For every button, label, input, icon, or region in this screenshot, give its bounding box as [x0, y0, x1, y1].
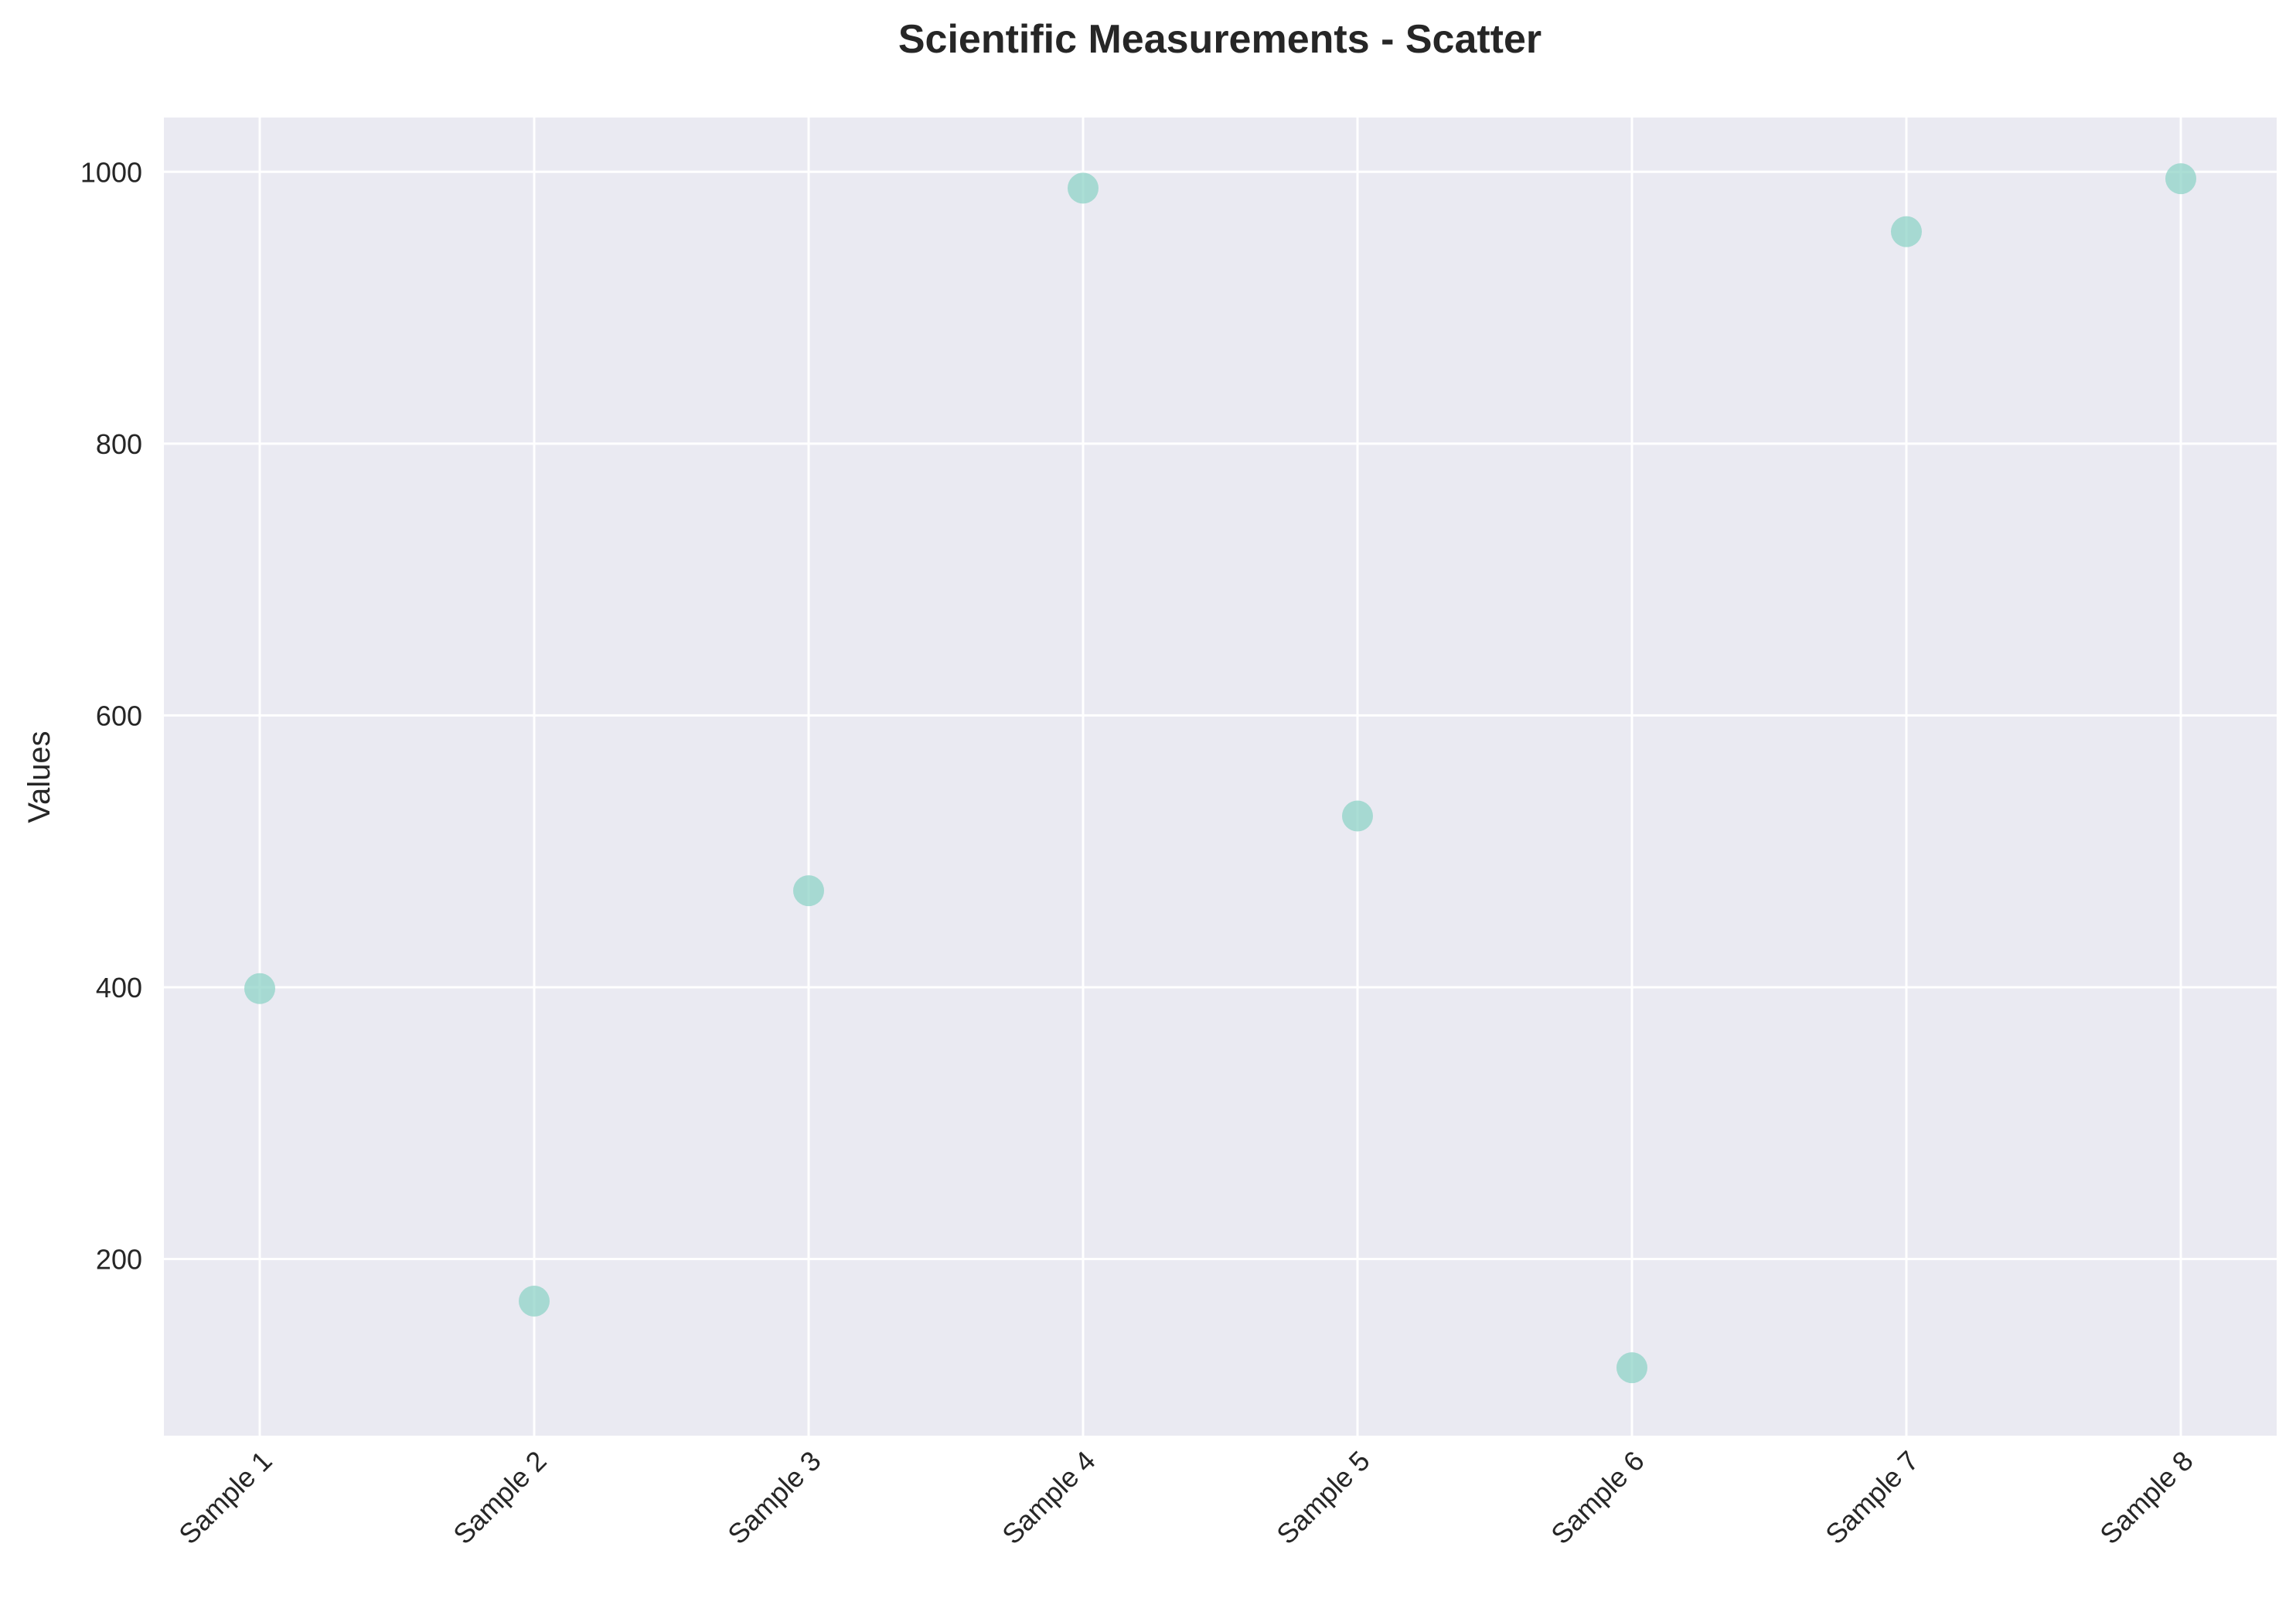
y-tick-label: 800	[96, 428, 142, 460]
data-point	[1068, 172, 1099, 204]
y-tick-label: 400	[96, 972, 142, 1003]
y-tick-label: 600	[96, 700, 142, 731]
data-point	[2165, 163, 2196, 195]
data-point	[793, 875, 824, 907]
y-tick-label: 1000	[80, 156, 142, 188]
data-points	[244, 163, 2196, 1384]
data-point	[244, 973, 275, 1004]
y-axis-ticks: 200 400 600 800 1000	[80, 156, 142, 1275]
y-tick-label: 200	[96, 1243, 142, 1275]
plot-area	[164, 118, 2277, 1436]
data-point	[1616, 1352, 1647, 1384]
chart-title: Scientific Measurements - Scatter	[898, 17, 1541, 62]
data-point	[1342, 800, 1373, 832]
grid-lines	[164, 118, 2277, 1436]
y-axis-label: Values	[22, 731, 56, 823]
data-point	[519, 1285, 550, 1317]
data-point	[1891, 216, 1922, 247]
